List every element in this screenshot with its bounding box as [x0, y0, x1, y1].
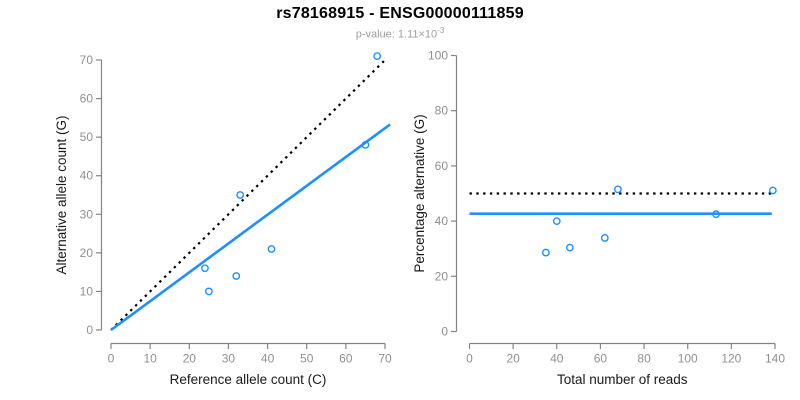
x-tick-label: 0 [108, 352, 115, 366]
subtitle-exponent: -3 [437, 26, 445, 36]
y-tick-label: 60 [80, 92, 94, 106]
x-tick-label: 20 [183, 352, 197, 366]
subtitle-text: p-value: 1.11×10 [355, 29, 438, 42]
data-point [373, 52, 382, 61]
percentage-vs-coverage-scatter: 0 20 40 60 80 100 120 140 0 20 40 60 80 100 Total numb… [412, 49, 785, 388]
y-tick-label: 40 [435, 214, 449, 228]
identity-line [110, 57, 388, 331]
y-axis-title: Percentage alternative (G) [412, 114, 427, 272]
x-axis-title: Reference allele count (C) [170, 372, 327, 387]
plot-subtitle: p-value: 1.11×10-3 [0, 26, 800, 41]
x-tick-label: 20 [506, 352, 520, 366]
figure-header: rs78168915 - ENSG00000111859 p-value: 1.… [0, 5, 800, 42]
x-tick-label: 140 [765, 352, 785, 366]
x-tick-label: 0 [466, 352, 473, 366]
y-tick-label: 0 [441, 325, 448, 339]
allele-counts-scatter: 0 10 20 30 40 50 60 70 0 10 20 30 40 50 60 70 Reference … [54, 52, 392, 387]
y-tick-label: 70 [80, 53, 94, 67]
data-point [236, 191, 245, 199]
x-tick-label: 70 [378, 352, 392, 366]
y-axis-title: Alternative allele count (G) [54, 115, 69, 274]
regression-line [110, 123, 391, 332]
y-tick-label: 40 [80, 169, 94, 183]
x-tick-label: 120 [721, 352, 741, 366]
x-tick-label: 40 [261, 352, 275, 366]
x-tick-label: 60 [594, 352, 608, 366]
y-tick-label: 20 [435, 269, 449, 283]
data-point [361, 140, 370, 149]
data-point [552, 217, 561, 226]
x-tick-label: 60 [339, 352, 353, 366]
x-tick-label: 30 [222, 352, 236, 366]
x-axis-title: Total number of reads [557, 372, 688, 387]
data-point [267, 245, 276, 253]
y-tick-label: 10 [80, 284, 94, 298]
data-point [565, 243, 574, 252]
y-tick-label: 30 [80, 207, 94, 221]
x-tick-label: 10 [143, 352, 157, 366]
y-tick-label: 0 [86, 323, 93, 337]
data-point [232, 272, 241, 280]
data-point [204, 287, 213, 296]
data-point [541, 248, 550, 257]
y-tick-label: 60 [435, 159, 449, 173]
data-point [768, 186, 777, 195]
y-tick-label: 80 [435, 104, 449, 118]
plot-title: rs78168915 - ENSG00000111859 [276, 5, 524, 22]
data-point [712, 210, 720, 219]
x-tick-label: 100 [678, 352, 698, 366]
data-point [613, 185, 622, 194]
y-tick-label: 100 [428, 49, 448, 63]
x-tick-label: 40 [550, 352, 564, 366]
data-point [201, 264, 209, 273]
x-tick-label: 80 [637, 352, 651, 366]
y-tick-label: 20 [80, 246, 94, 260]
y-tick-label: 50 [80, 130, 94, 144]
x-tick-label: 50 [300, 352, 314, 366]
data-point [600, 234, 609, 242]
